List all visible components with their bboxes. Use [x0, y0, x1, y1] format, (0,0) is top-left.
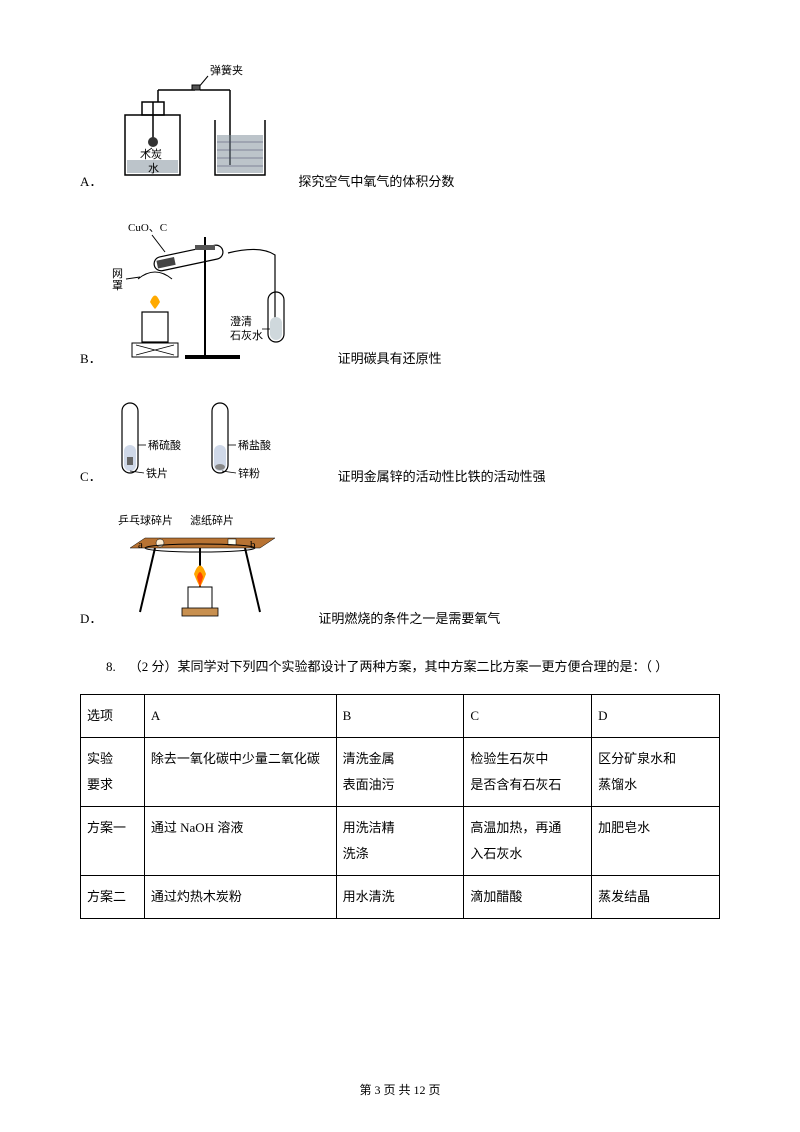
option-b-row: B． CuO、C 网 罩: [80, 217, 720, 374]
option-c-row: C． 稀硫酸 铁片 稀盐酸 锌粉 证明金属锌的活动性比铁的活动性强: [80, 395, 720, 492]
cell-req-label: 实验要求: [81, 737, 145, 806]
label-a: a: [138, 539, 143, 551]
q8-number: 8.: [106, 659, 116, 674]
label-fe: 铁片: [146, 467, 168, 480]
cell-p2-c: 滴加醋酸: [464, 875, 592, 918]
cell-header-label: 选项: [81, 694, 145, 737]
label-h2so4: 稀硫酸: [148, 438, 181, 452]
label-paper: 滤纸碎片: [190, 513, 234, 527]
cell-header-a: A: [144, 694, 336, 737]
option-d-row: D． 乒乓球碎片 滤纸碎片 a b 证明燃烧的条件之一是需要氧气: [80, 512, 720, 634]
cell-p1-a: 通过 NaOH 溶液: [144, 806, 336, 875]
cell-p1-b: 用洗洁精洗涤: [336, 806, 464, 875]
cell-p1-c: 高温加热，再通入石灰水: [464, 806, 592, 875]
cell-header-c: C: [464, 694, 592, 737]
cell-req-c: 检验生石灰中是否含有石灰石: [464, 737, 592, 806]
cell-req-b: 清洗金属表面油污: [336, 737, 464, 806]
option-c-letter: C．: [80, 465, 102, 492]
label-water: 水: [148, 162, 159, 175]
cell-p2-label: 方案二: [81, 875, 145, 918]
label-pingpong: 乒乓球碎片: [118, 513, 173, 527]
option-c-diagram: 稀硫酸 铁片 稀盐酸 锌粉: [110, 395, 330, 492]
cell-header-d: D: [592, 694, 720, 737]
option-d-text: 证明燃烧的条件之一是需要氧气: [318, 607, 500, 634]
label-net1: 网: [112, 268, 123, 280]
question-8: 8. （2 分）某同学对下列四个实验都设计了两种方案，其中方案二比方案一更方便合…: [80, 655, 720, 678]
option-a-text: 探究空气中氧气的体积分数: [298, 170, 454, 197]
cell-p2-d: 蒸发结晶: [592, 875, 720, 918]
option-a-diagram: 弹簧夹 木炭 水: [110, 60, 290, 197]
cell-p2-b: 用水清洗: [336, 875, 464, 918]
label-clip: 弹簧夹: [210, 63, 243, 77]
table-row: 实验要求 除去一氧化碳中少量二氧化碳 清洗金属表面油污 检验生石灰中是否含有石灰…: [81, 737, 720, 806]
cell-p1-d: 加肥皂水: [592, 806, 720, 875]
cell-req-a: 除去一氧化碳中少量二氧化碳: [144, 737, 336, 806]
option-b-letter: B．: [80, 347, 102, 374]
table-row: 选项 A B C D: [81, 694, 720, 737]
label-lime1: 澄清: [230, 314, 252, 328]
q8-text: （2 分）某同学对下列四个实验都设计了两种方案，其中方案二比方案一更方便合理的是…: [129, 659, 669, 674]
label-cuoc: CuO、C: [128, 222, 167, 234]
cell-header-b: B: [336, 694, 464, 737]
cell-req-d: 区分矿泉水和蒸馏水: [592, 737, 720, 806]
option-a-letter: A．: [80, 170, 102, 197]
option-a-row: A． 弹簧夹 木炭: [80, 60, 720, 197]
option-c-text: 证明金属锌的活动性比铁的活动性强: [338, 465, 546, 492]
option-b-text: 证明碳具有还原性: [338, 347, 442, 374]
option-d-diagram: 乒乓球碎片 滤纸碎片 a b: [110, 512, 310, 634]
table-row: 方案二 通过灼热木炭粉 用水清洗 滴加醋酸 蒸发结晶: [81, 875, 720, 918]
label-net2: 罩: [112, 279, 123, 292]
page-footer: 第 3 页 共 12 页: [0, 1080, 800, 1102]
option-d-letter: D．: [80, 607, 102, 634]
cell-p2-a: 通过灼热木炭粉: [144, 875, 336, 918]
table-row: 方案一 通过 NaOH 溶液 用洗洁精洗涤 高温加热，再通入石灰水 加肥皂水: [81, 806, 720, 875]
option-b-diagram: CuO、C 网 罩: [110, 217, 330, 374]
label-charcoal: 木炭: [140, 148, 162, 161]
label-lime2: 石灰水: [230, 328, 263, 342]
cell-p1-label: 方案一: [81, 806, 145, 875]
comparison-table: 选项 A B C D 实验要求 除去一氧化碳中少量二氧化碳 清洗金属表面油污 检…: [80, 694, 720, 919]
label-zn: 锌粉: [238, 466, 260, 480]
label-hcl: 稀盐酸: [238, 438, 271, 452]
